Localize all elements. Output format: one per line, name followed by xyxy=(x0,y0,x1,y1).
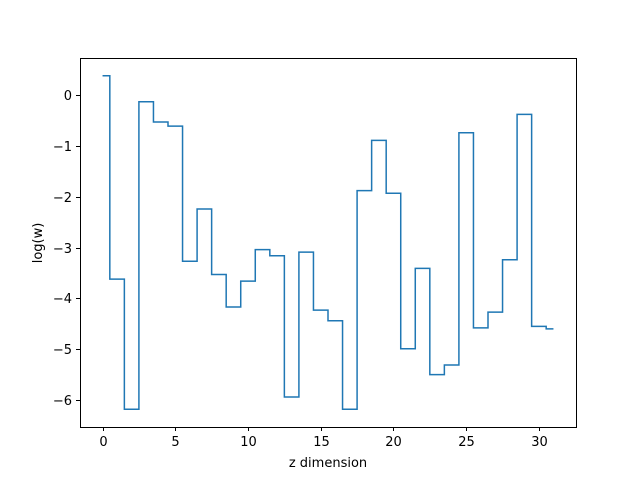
y-axis-label: log(w) xyxy=(31,223,46,264)
y-tick-label: −1 xyxy=(53,140,72,155)
x-tick-label: 10 xyxy=(240,435,257,450)
x-axis-label: z dimension xyxy=(289,456,367,471)
series-line-0 xyxy=(102,75,554,410)
x-tick-label: 15 xyxy=(313,435,330,450)
x-tick-label: 20 xyxy=(385,435,402,450)
y-axis: 0 −1 −2 −3 −4 −5 −6 xyxy=(53,89,80,409)
x-tick-label: 0 xyxy=(99,435,107,450)
y-tick-label: −6 xyxy=(53,394,72,409)
x-axis: 0 5 10 15 20 25 30 xyxy=(99,427,548,450)
x-tick-label: 25 xyxy=(458,435,475,450)
plot-layer xyxy=(102,75,554,410)
y-tick-label: 0 xyxy=(64,89,72,104)
y-tick-label: −5 xyxy=(53,343,72,358)
x-tick-label: 30 xyxy=(531,435,548,450)
plot-frame xyxy=(80,58,577,428)
y-tick-label: −2 xyxy=(53,191,72,206)
y-tick-label: −4 xyxy=(53,292,72,307)
x-tick-label: 5 xyxy=(171,435,179,450)
y-tick-label: −3 xyxy=(53,242,72,257)
